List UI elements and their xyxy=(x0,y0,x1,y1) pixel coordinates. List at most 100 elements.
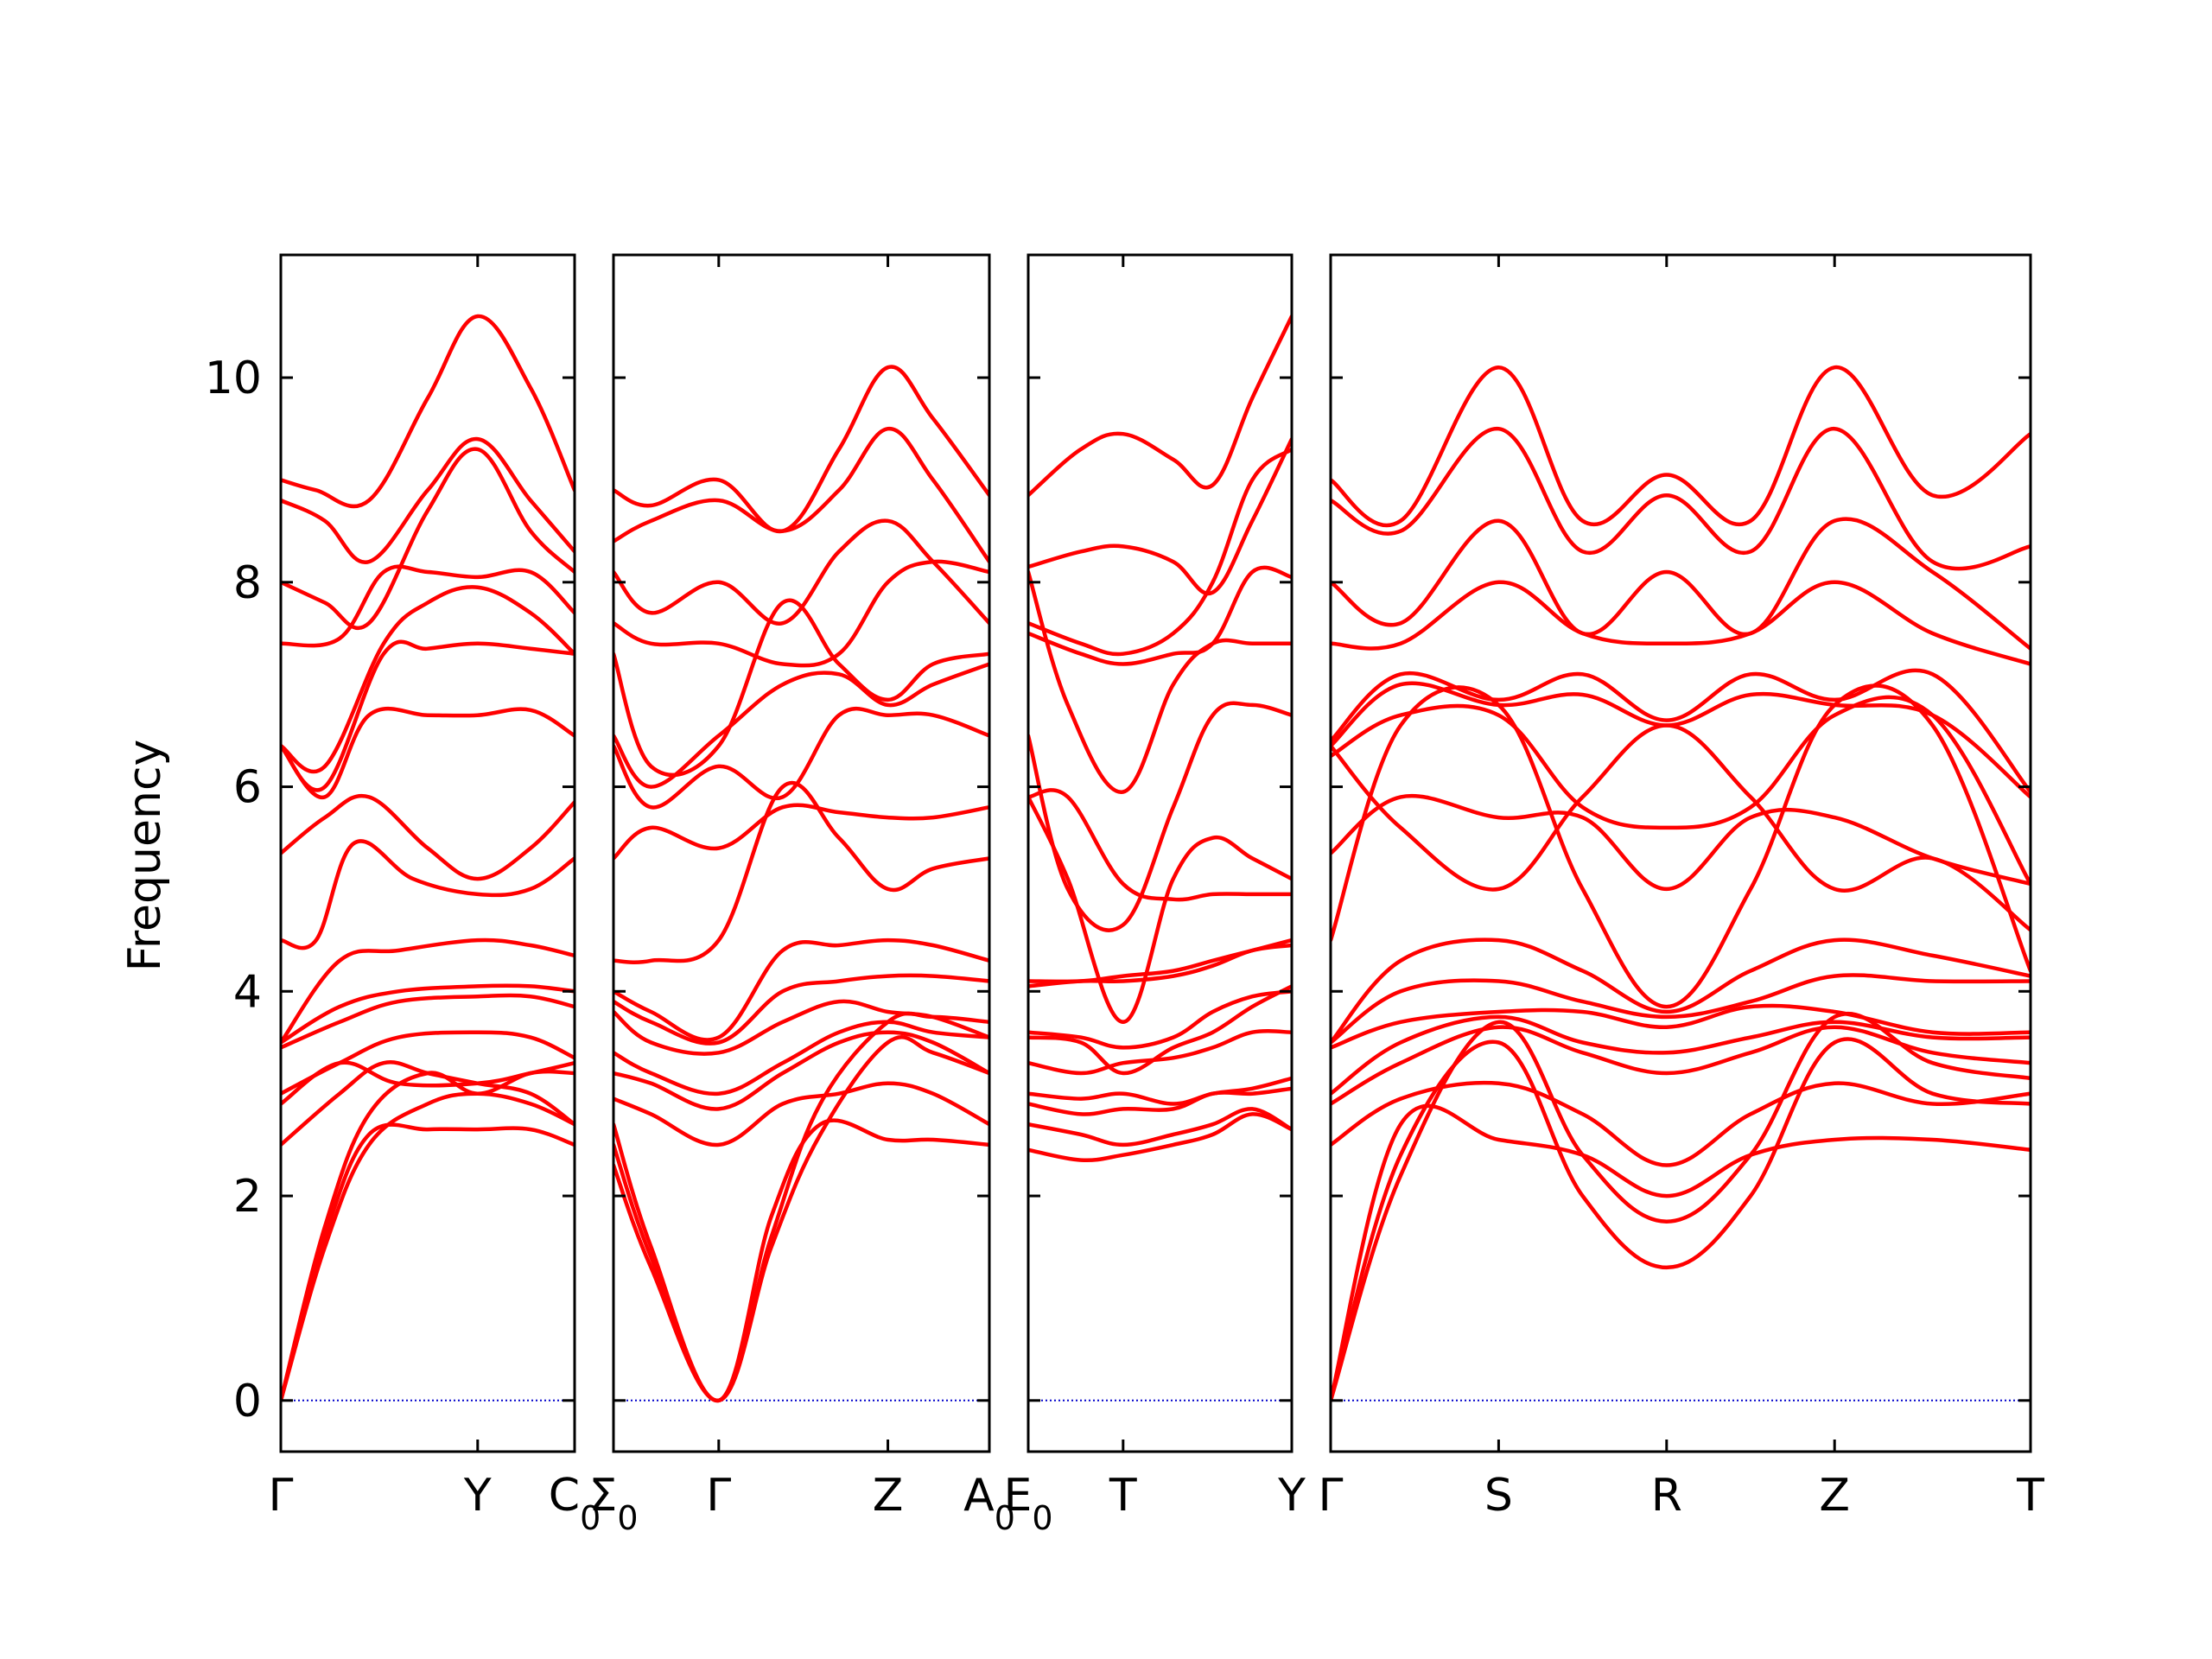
x-tick-label: Γ xyxy=(269,1470,294,1522)
band-3 xyxy=(613,518,989,626)
band-1 xyxy=(1331,365,2031,528)
band-11 xyxy=(281,983,575,1045)
x-tick-label: Y xyxy=(1277,1470,1306,1522)
band-8 xyxy=(613,803,989,861)
band-13 xyxy=(1331,1003,2031,1050)
x-tick-label: E0 xyxy=(1003,1470,1052,1537)
x-tick-label: C0 xyxy=(549,1470,601,1537)
band-2 xyxy=(613,426,989,564)
x-tick-label: R xyxy=(1651,1470,1682,1522)
y-tick-labels: 0 2 4 6 8 10 xyxy=(205,353,262,1427)
band-11 xyxy=(1028,989,1292,1050)
x-tick-label: Σ0 xyxy=(588,1470,638,1537)
band-6 xyxy=(613,662,989,789)
panel-frame xyxy=(279,253,576,1453)
band-6 xyxy=(1028,701,1292,932)
band-14 xyxy=(1028,1076,1292,1106)
x-tick-label: T xyxy=(2016,1470,2044,1522)
x-tick-label: S xyxy=(1484,1470,1513,1522)
band-11 xyxy=(1331,938,2031,1045)
band-17 xyxy=(1028,1112,1292,1163)
band-7 xyxy=(281,706,575,799)
band-panel-1: Γ Y C0 xyxy=(269,253,601,1537)
y-tick-label: 6 xyxy=(233,762,262,814)
bands xyxy=(1331,365,2031,1403)
band-5 xyxy=(281,585,575,774)
band-9 xyxy=(281,839,575,950)
band-10 xyxy=(613,938,989,1042)
band-16 xyxy=(1028,1107,1292,1147)
band-7 xyxy=(1028,795,1292,1025)
band-3 xyxy=(1331,517,2031,651)
band-7 xyxy=(1331,695,2031,887)
band-3 xyxy=(1028,447,1292,657)
band-18 xyxy=(613,1035,989,1403)
y-tick-label: 10 xyxy=(205,353,262,404)
x-tick-label: A0 xyxy=(963,1470,1015,1537)
band-5 xyxy=(613,598,989,778)
band-17 xyxy=(613,1011,989,1403)
bands xyxy=(1028,314,1292,1163)
y-tick-label: 0 xyxy=(233,1376,262,1427)
panel-frame xyxy=(612,253,991,1453)
y-axis-label: Frequency xyxy=(119,740,171,972)
band-4 xyxy=(281,564,575,648)
band-3 xyxy=(281,447,575,631)
x-tick-label: T xyxy=(1109,1470,1137,1522)
band-15 xyxy=(1028,1086,1292,1116)
band-2 xyxy=(1331,426,2031,571)
band-8 xyxy=(1331,793,2031,892)
band-13 xyxy=(1028,1029,1292,1076)
band-2 xyxy=(1028,436,1292,596)
band-9 xyxy=(613,780,989,964)
band-13 xyxy=(613,1020,989,1096)
band-1 xyxy=(281,314,575,509)
band-11 xyxy=(613,973,989,1046)
band-18 xyxy=(281,1069,575,1403)
band-16 xyxy=(613,1118,989,1403)
band-5 xyxy=(1331,668,2031,794)
band-8 xyxy=(1028,788,1292,902)
y-tick-label: 8 xyxy=(233,557,262,609)
band-1 xyxy=(1028,314,1292,498)
band-6 xyxy=(281,639,575,792)
panel-frame xyxy=(1329,253,2032,1453)
band-9 xyxy=(1331,723,2031,932)
band-8 xyxy=(281,793,575,881)
x-tick-label: Γ xyxy=(1319,1470,1344,1522)
band-panel-2: Σ0 Γ Z A0 xyxy=(588,253,1015,1537)
band-17 xyxy=(281,1091,575,1403)
band-4 xyxy=(1331,580,2031,666)
x-tick-label: Y xyxy=(463,1470,492,1522)
band-12 xyxy=(1331,973,2031,1045)
y-tick-label: 2 xyxy=(233,1171,262,1223)
x-tick-label: Z xyxy=(873,1470,904,1522)
band-15 xyxy=(613,1081,989,1147)
band-14 xyxy=(613,1030,989,1111)
bands xyxy=(613,365,989,1403)
y-tick-label: 4 xyxy=(233,966,262,1018)
band-panel-3: E0 T Y xyxy=(1003,253,1306,1537)
band-10 xyxy=(281,938,575,1045)
band-10 xyxy=(1028,943,1292,988)
band-10 xyxy=(1331,683,2031,1009)
band-4 xyxy=(613,559,989,668)
panel-frame xyxy=(1027,253,1294,1453)
band-12 xyxy=(1028,984,1292,1076)
band-19 xyxy=(1331,1011,2031,1403)
band-17 xyxy=(1331,1103,2031,1403)
band-1 xyxy=(613,365,989,534)
x-tick-label: Z xyxy=(1819,1470,1850,1522)
x-tick-label: Γ xyxy=(706,1470,731,1522)
band-18 xyxy=(1331,1037,2031,1403)
band-2 xyxy=(281,436,575,564)
band-14 xyxy=(1331,1014,2031,1096)
bands xyxy=(281,314,575,1403)
band-12 xyxy=(281,993,575,1050)
band-5 xyxy=(1028,569,1292,794)
band-4 xyxy=(1028,565,1292,666)
